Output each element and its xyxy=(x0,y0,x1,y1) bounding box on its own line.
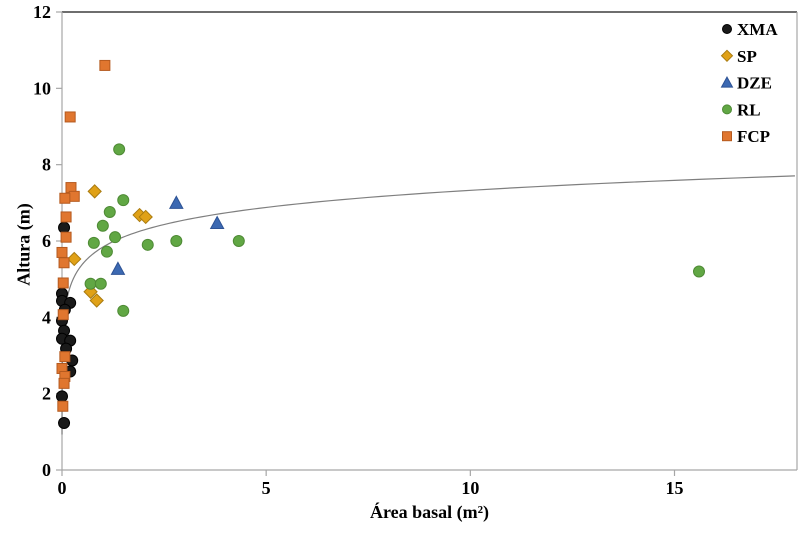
point-sp xyxy=(138,209,153,225)
point-fcp xyxy=(56,246,68,258)
legend-marker-fcp xyxy=(722,131,732,142)
legend-label-dze: DZE xyxy=(737,74,772,93)
legend-marker-rl xyxy=(722,104,732,115)
point-xma xyxy=(58,417,71,430)
point-dze xyxy=(209,215,225,230)
point-xma xyxy=(58,221,71,234)
y-tick-label: 4 xyxy=(42,307,51,327)
y-axis-title: Altura (m) xyxy=(13,203,34,286)
point-fcp xyxy=(58,257,70,269)
point-fcp xyxy=(57,309,69,321)
point-fcp xyxy=(57,277,69,289)
point-rl xyxy=(103,205,116,218)
x-tick-label: 10 xyxy=(461,478,479,498)
point-fcp xyxy=(68,190,80,202)
point-dze xyxy=(168,195,184,209)
legend-label-xma: XMA xyxy=(737,20,778,39)
x-tick-label: 0 xyxy=(58,478,67,498)
point-rl xyxy=(117,304,130,317)
point-rl xyxy=(96,219,109,232)
legend-label-rl: RL xyxy=(737,100,761,119)
y-tick-label: 6 xyxy=(42,231,51,251)
point-fcp xyxy=(58,377,70,389)
point-sp xyxy=(67,251,82,267)
point-rl xyxy=(100,245,113,258)
legend-item-xma: XMA xyxy=(722,20,778,39)
point-rl xyxy=(84,277,97,290)
legend-marker-xma xyxy=(722,24,732,34)
point-dze xyxy=(110,261,126,275)
y-tick-label: 2 xyxy=(42,384,51,404)
point-rl xyxy=(94,277,107,290)
point-fcp xyxy=(59,192,71,204)
point-fcp xyxy=(57,400,69,412)
point-rl xyxy=(87,236,100,249)
x-axis-title: Área basal (m²) xyxy=(369,502,490,522)
legend-marker-sp xyxy=(720,49,734,63)
y-tick-label: 12 xyxy=(33,2,51,22)
point-fcp xyxy=(60,211,72,223)
legend-label-sp: SP xyxy=(737,47,757,66)
point-fcp xyxy=(59,351,71,363)
point-rl xyxy=(693,265,705,278)
point-fcp xyxy=(64,111,76,123)
point-fcp xyxy=(99,59,111,71)
point-xma xyxy=(56,390,68,403)
x-tick-label: 15 xyxy=(666,478,684,498)
legend-label-fcp: FCP xyxy=(737,127,770,146)
point-rl xyxy=(117,194,130,207)
legend-item-sp: SP xyxy=(720,47,757,66)
x-tick-label: 5 xyxy=(262,478,271,498)
point-rl xyxy=(113,143,126,156)
point-rl xyxy=(232,235,245,247)
legend-item-fcp: FCP xyxy=(722,127,770,146)
y-tick-label: 10 xyxy=(33,78,51,98)
legend-item-dze: DZE xyxy=(720,74,772,93)
y-tick-label: 0 xyxy=(42,460,51,480)
y-tick-label: 8 xyxy=(42,155,51,175)
point-rl xyxy=(170,235,183,247)
point-sp xyxy=(87,184,102,199)
legend-item-rl: RL xyxy=(722,100,761,119)
legend-marker-dze xyxy=(720,76,734,88)
point-rl xyxy=(141,238,154,251)
point-fcp xyxy=(60,231,72,243)
trendline-curve xyxy=(61,175,795,435)
point-sp xyxy=(89,293,104,308)
point-rl xyxy=(109,231,122,244)
